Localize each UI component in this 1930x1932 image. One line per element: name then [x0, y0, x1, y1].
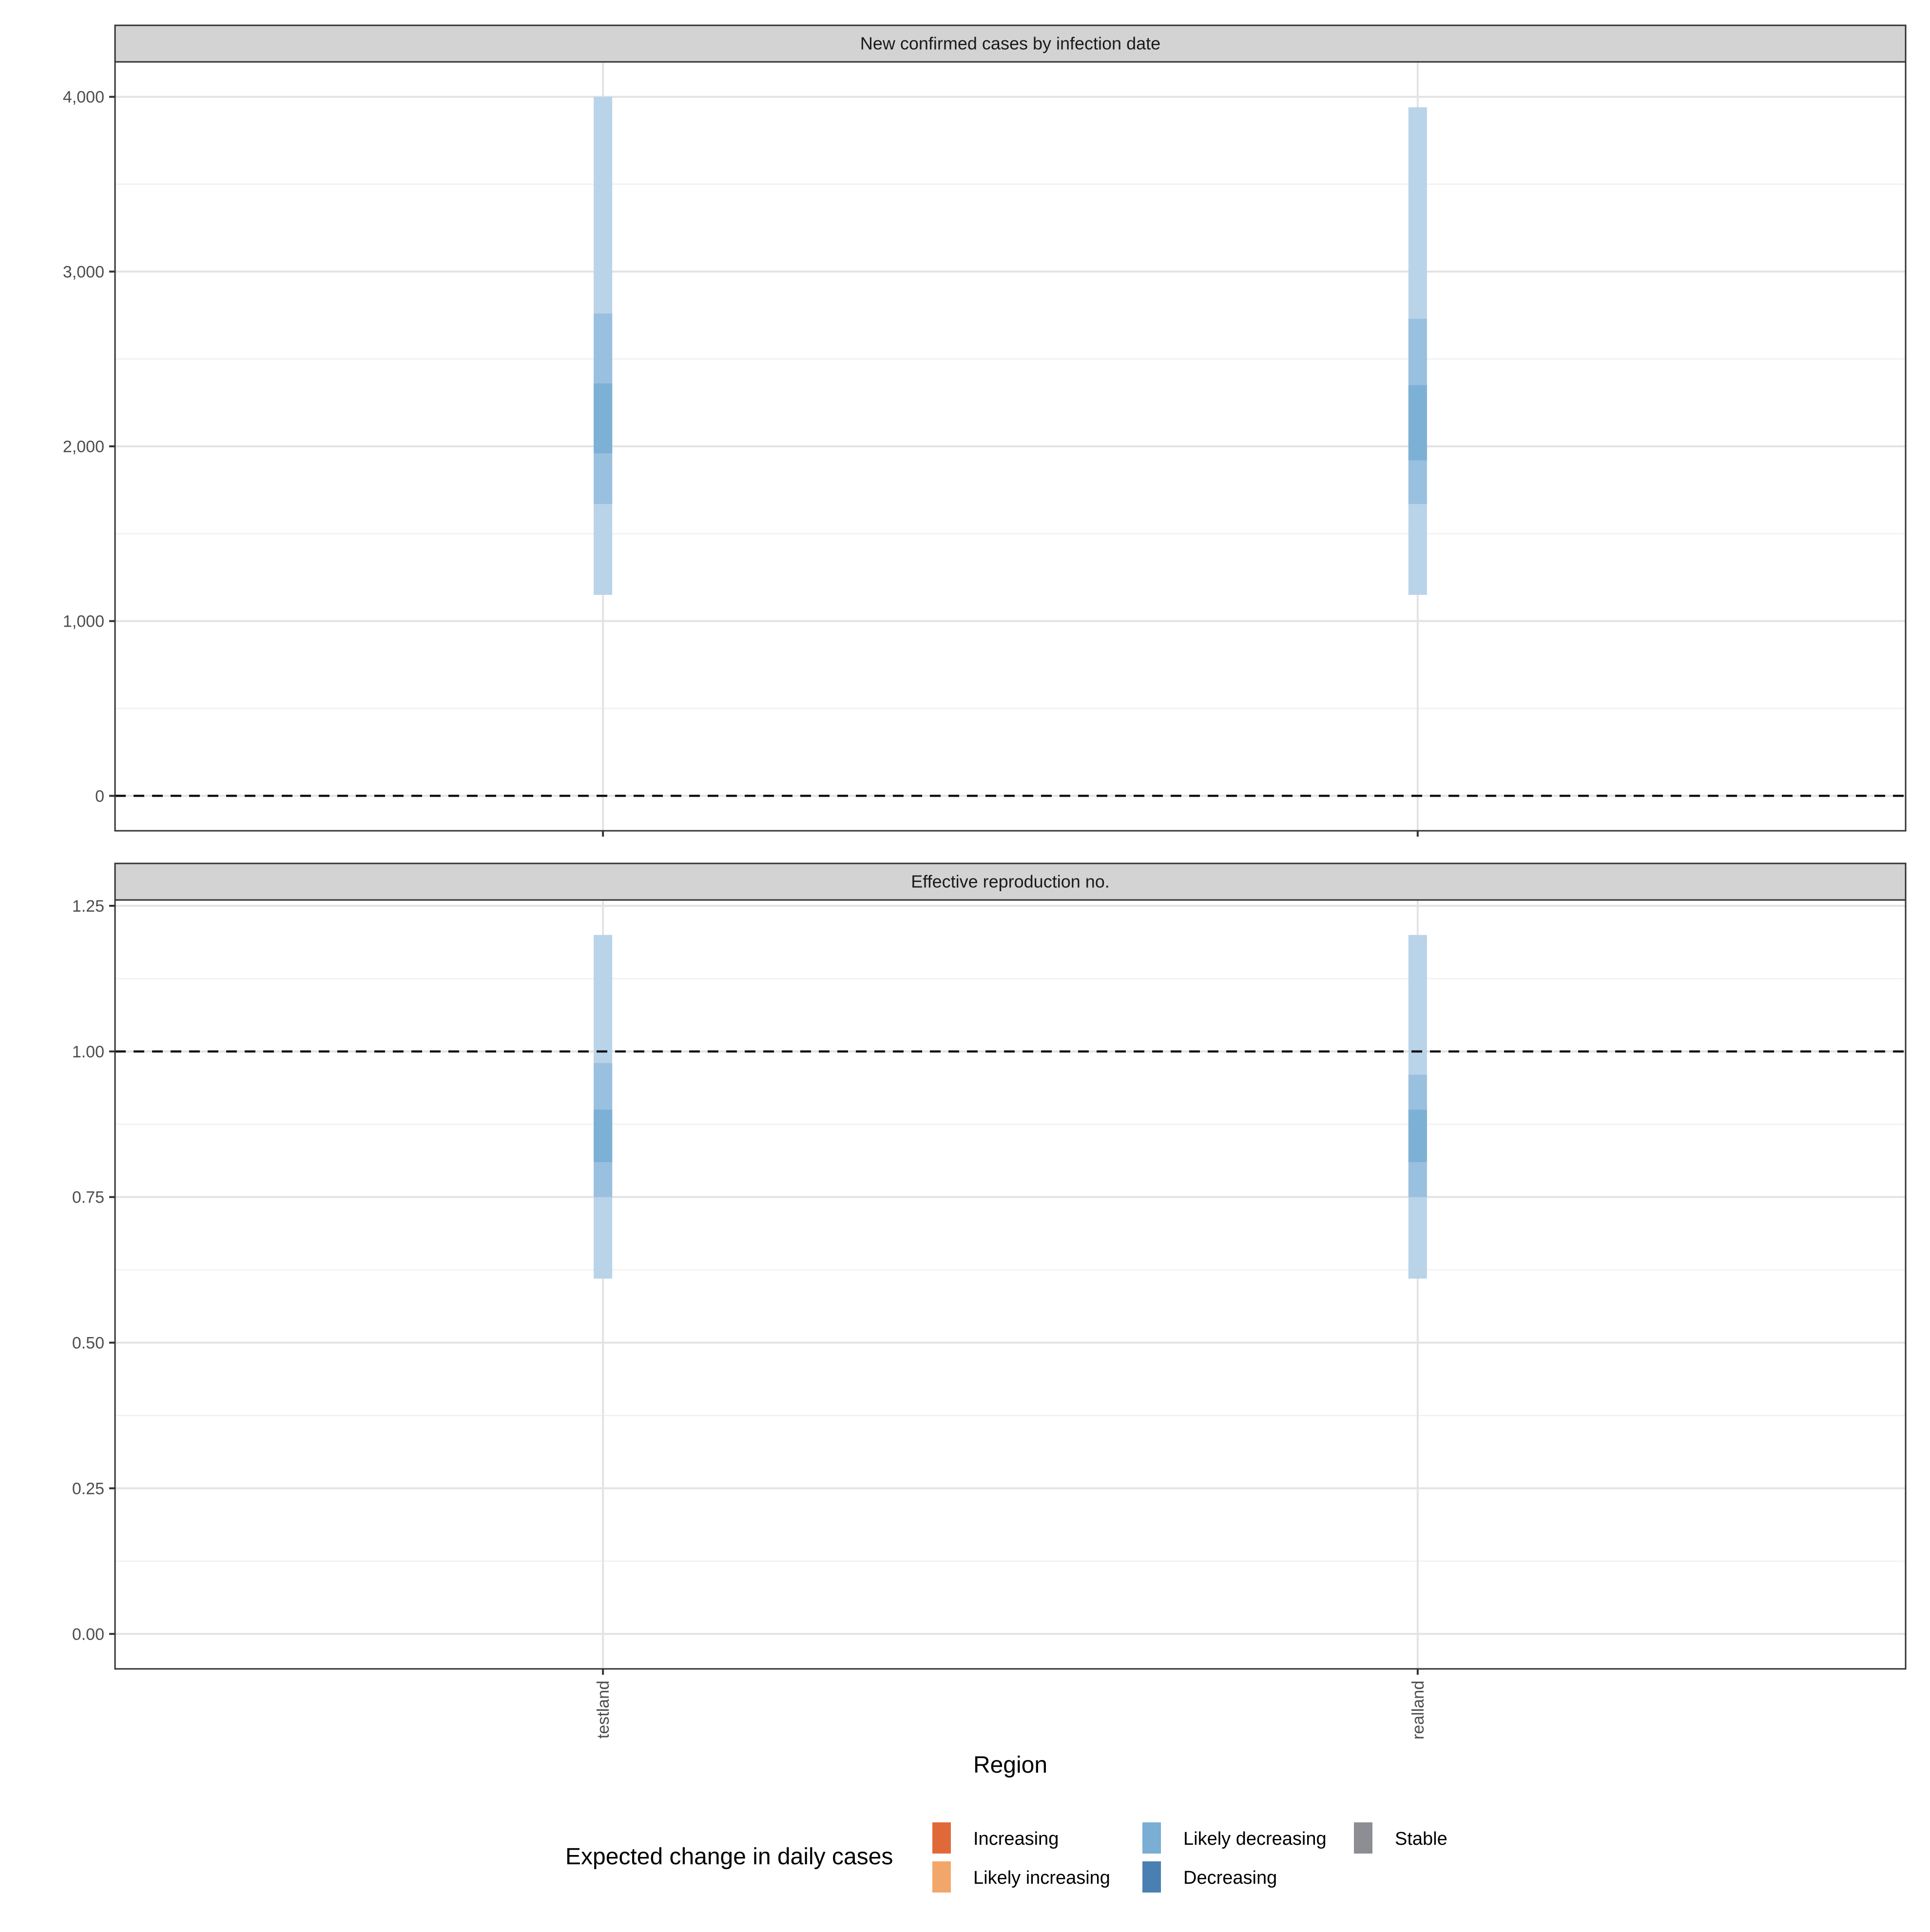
legend-label: Stable: [1395, 1829, 1448, 1849]
panel-border: [114, 899, 1907, 1670]
y-tick-label: 1.00: [72, 1043, 104, 1061]
legend-swatch: [1142, 1861, 1161, 1893]
legend-title: Expected change in daily cases: [565, 1844, 893, 1870]
y-tick-label: 0.25: [72, 1479, 104, 1498]
x-axis-title: Region: [973, 1752, 1047, 1778]
interval-bar-ci20-realland: [1408, 1109, 1427, 1162]
legend-swatch: [932, 1822, 951, 1854]
interval-bar-ci20-realland: [1408, 385, 1427, 460]
legend-swatch: [1142, 1822, 1161, 1854]
strip-header: [114, 862, 1907, 901]
legend-label: Likely decreasing: [1183, 1829, 1327, 1849]
interval-bar-ci20-testland: [594, 383, 613, 454]
legend-label: Decreasing: [1183, 1868, 1277, 1888]
y-tick-label: 1,000: [63, 612, 104, 631]
strip-label: Effective reproduction no.: [911, 872, 1110, 892]
legend-swatch: [932, 1861, 951, 1893]
y-tick-label: 2,000: [63, 438, 104, 456]
strip-label: New confirmed cases by infection date: [860, 34, 1160, 54]
legend-label: Increasing: [973, 1829, 1059, 1849]
y-tick-label: 1.25: [72, 897, 104, 916]
legend-swatch: [1354, 1822, 1372, 1854]
x-tick-label: realland: [1409, 1681, 1428, 1740]
legend-label: Likely increasing: [973, 1868, 1110, 1888]
y-tick-label: 4,000: [63, 88, 104, 107]
x-tick-label: testland: [594, 1681, 613, 1739]
y-tick-label: 0.00: [72, 1625, 104, 1644]
strip-header: [114, 24, 1907, 63]
y-tick-label: 0: [95, 787, 104, 805]
y-tick-label: 0.75: [72, 1188, 104, 1207]
y-tick-label: 0.50: [72, 1334, 104, 1353]
y-tick-label: 3,000: [63, 263, 104, 281]
interval-bar-ci20-testland: [594, 1109, 613, 1162]
